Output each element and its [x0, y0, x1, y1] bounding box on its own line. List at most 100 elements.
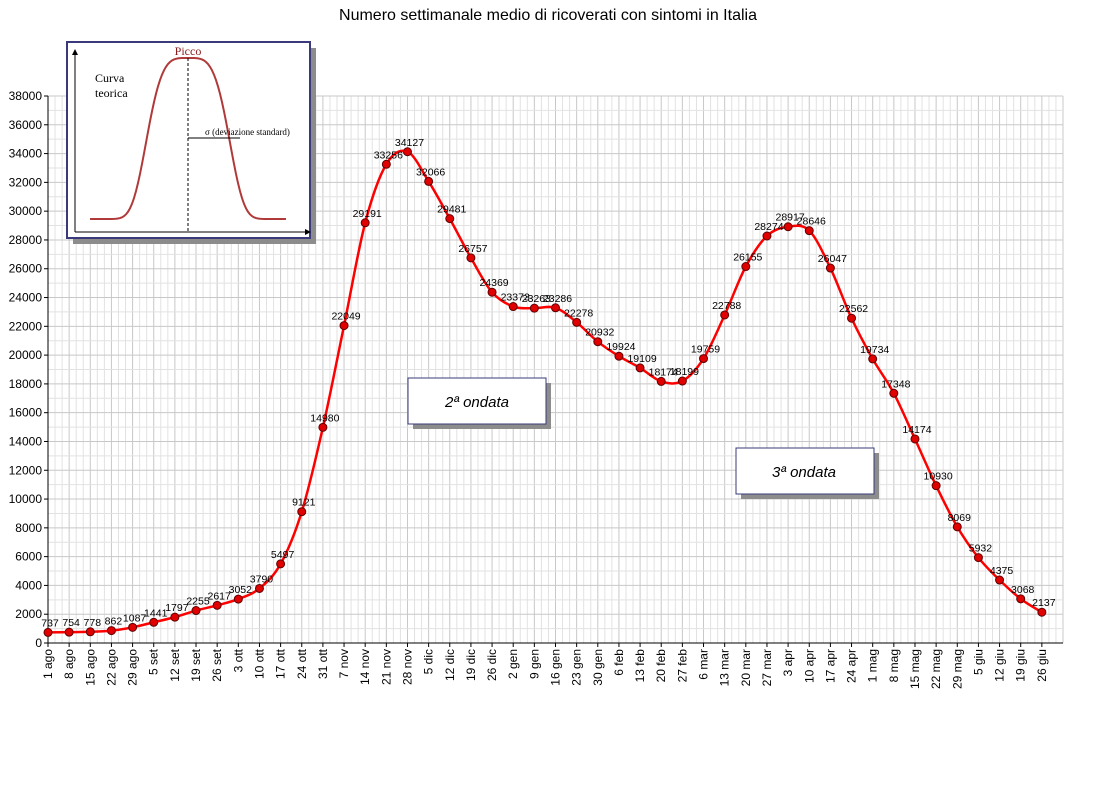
- y-tick-label: 16000: [9, 406, 43, 420]
- data-label: 22788: [712, 300, 741, 312]
- x-tick-label: 13 feb: [633, 649, 647, 683]
- data-label: 19109: [627, 353, 656, 365]
- data-point: [233, 594, 243, 604]
- data-label: 1797: [165, 602, 189, 614]
- data-label: 14980: [310, 412, 339, 424]
- axes: [44, 95, 1063, 647]
- annotation-3a-ondata: 3ª ondata: [735, 447, 879, 499]
- x-tick-label: 20 feb: [654, 649, 668, 683]
- x-tick-label: 17 ott: [274, 648, 288, 679]
- y-tick-label: 8000: [15, 521, 42, 535]
- x-tick-label: 1 mag: [866, 649, 880, 682]
- data-label: 22562: [839, 303, 868, 315]
- y-tick-label: 28000: [9, 233, 43, 247]
- x-tick-label: 16 gen: [549, 649, 563, 686]
- x-tick-label: 1 ago: [41, 649, 55, 679]
- x-tick-label: 19 dic: [464, 649, 478, 681]
- data-point: [402, 147, 412, 157]
- data-label: 9121: [292, 497, 316, 509]
- data-point: [677, 376, 687, 386]
- y-tick-label: 24000: [9, 291, 43, 305]
- data-label: 2617: [207, 590, 231, 602]
- data-label: 20932: [585, 327, 614, 339]
- data-point: [931, 481, 941, 491]
- data-point: [212, 600, 222, 610]
- data-label: 2137: [1032, 597, 1056, 609]
- data-point: [487, 287, 497, 297]
- x-tick-label: 12 dic: [443, 649, 457, 681]
- data-point: [910, 434, 920, 444]
- x-tick-label: 21 nov: [379, 649, 393, 685]
- data-label: 754: [62, 617, 80, 629]
- data-label: 18174: [649, 366, 678, 378]
- data-point: [149, 617, 159, 627]
- data-label: 862: [105, 616, 123, 628]
- data-label: 23263: [522, 293, 551, 305]
- data-labels: 737 754 778 862 1087144117972255261730523790…: [41, 137, 1055, 630]
- data-label: 3790: [250, 573, 274, 585]
- x-tick-label: 5 dic: [422, 649, 436, 674]
- data-label: 3052: [229, 584, 253, 596]
- data-label: 3068: [1011, 584, 1035, 596]
- data-label: 14174: [902, 424, 931, 436]
- data-label: 8069: [948, 512, 972, 524]
- x-tick-label: 10 ott: [252, 648, 266, 679]
- y-tick-label: 36000: [9, 118, 43, 132]
- y-tick-label: 4000: [15, 578, 42, 592]
- data-point: [973, 553, 983, 563]
- data-point: [64, 627, 74, 637]
- x-tick-label: 15 mag: [908, 649, 922, 689]
- x-tick-label: 5 set: [147, 648, 161, 675]
- x-tick-label: 8 ago: [62, 649, 76, 679]
- data-label: 28274: [754, 221, 783, 233]
- data-point: [360, 218, 370, 228]
- data-label: 1441: [144, 607, 168, 619]
- data-label: 34127: [395, 137, 424, 149]
- data-label: 778: [84, 617, 102, 629]
- y-tick-label: 26000: [9, 262, 43, 276]
- y-tick-label: 6000: [15, 550, 42, 564]
- x-tick-label: 6 mar: [697, 649, 711, 680]
- data-label: 5497: [271, 549, 295, 561]
- inset-theoretical-curve: Picco Curva teorica σ (deviazione standa…: [66, 41, 316, 244]
- data-point: [128, 622, 138, 632]
- y-tick-label: 32000: [9, 175, 43, 189]
- x-tick-label: 28 nov: [400, 649, 414, 685]
- data-point: [508, 302, 518, 312]
- y-tick-label: 14000: [9, 434, 43, 448]
- x-tick-label: 2 gen: [506, 649, 520, 679]
- data-label: 4375: [990, 565, 1014, 577]
- inset-curve-label-2: teorica: [95, 86, 128, 100]
- x-tick-label: 24 ott: [295, 648, 309, 679]
- data-point: [656, 376, 666, 386]
- inset-sigma-label: σ (deviazione standard): [205, 127, 290, 137]
- data-label: 23373: [501, 292, 530, 304]
- annotation-2a-ondata: 2ª ondata: [407, 377, 551, 429]
- data-point: [1037, 607, 1047, 617]
- data-label: 26155: [733, 252, 762, 264]
- x-tick-label: 15 ago: [83, 649, 97, 686]
- data-label: 28646: [797, 216, 826, 228]
- data-label: 26757: [458, 243, 487, 255]
- x-tick-label: 10 apr: [802, 649, 816, 683]
- data-label: 17348: [881, 378, 910, 390]
- chart-title: Numero settimanale medio di ricoverati c…: [339, 7, 757, 24]
- data-point: [825, 263, 835, 273]
- data-label: 24369: [479, 277, 508, 289]
- data-label: 5932: [969, 543, 993, 555]
- data-point: [593, 337, 603, 347]
- data-point: [85, 627, 95, 637]
- data-label: 22049: [331, 311, 360, 323]
- data-point: [889, 388, 899, 398]
- y-tick-label: 18000: [9, 377, 43, 391]
- data-point: [339, 321, 349, 331]
- data-label: 32066: [416, 166, 445, 178]
- data-label: 10930: [924, 471, 953, 483]
- y-tick-label: 34000: [9, 147, 43, 161]
- x-tick-label: 29 ago: [126, 649, 140, 686]
- y-tick-label: 30000: [9, 204, 43, 218]
- data-point: [720, 310, 730, 320]
- x-tick-label: 19 giu: [1014, 649, 1028, 682]
- x-tick-label: 8 mag: [887, 649, 901, 682]
